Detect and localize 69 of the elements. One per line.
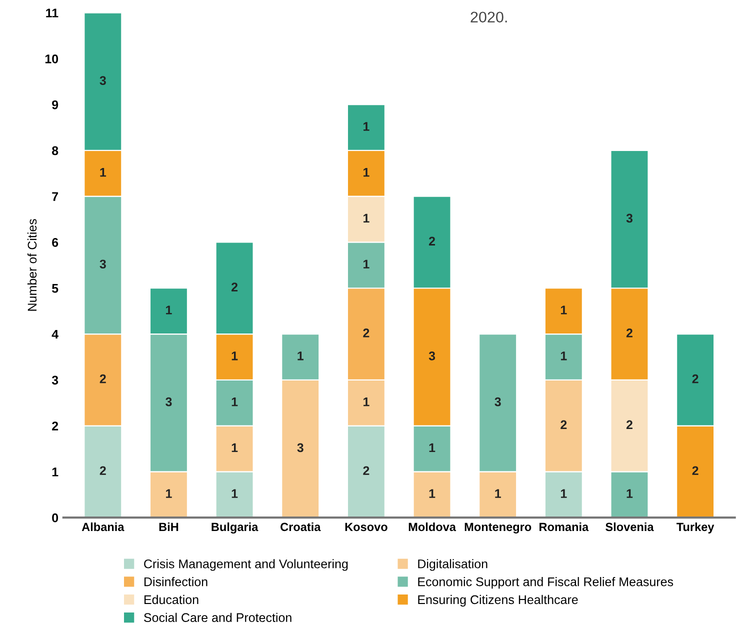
data-label: 1 xyxy=(560,352,567,360)
data-label: 1 xyxy=(166,306,172,314)
legend-label: Economic Support and Fiscal Relief Measures xyxy=(418,577,674,589)
x-tick-label: Romania xyxy=(540,522,589,532)
data-label: 3 xyxy=(428,351,436,360)
data-label: 2 xyxy=(560,420,567,430)
data-label: 1 xyxy=(298,352,304,360)
y-tick-label: 6 xyxy=(52,238,58,247)
data-label: 1 xyxy=(429,443,436,452)
x-tick-label: Slovenia xyxy=(606,522,654,532)
data-label: 1 xyxy=(560,306,567,314)
data-label: 1 xyxy=(364,168,370,177)
data-label: 3 xyxy=(494,397,501,406)
data-label: 1 xyxy=(364,260,370,268)
data-label: 1 xyxy=(100,168,106,177)
data-label: 1 xyxy=(232,397,238,406)
data-label: 2 xyxy=(428,236,435,246)
data-label: 2 xyxy=(692,374,698,384)
legend-label: Education xyxy=(144,594,198,604)
y-tick-label: 10 xyxy=(45,54,58,64)
data-label: 2 xyxy=(100,374,106,384)
y-tick-label: 9 xyxy=(52,100,58,110)
data-label: 2 xyxy=(363,466,370,475)
legend-label: Disinfection xyxy=(144,577,208,586)
data-label: 1 xyxy=(232,489,238,498)
data-label: 1 xyxy=(626,489,633,498)
data-label: 1 xyxy=(364,122,370,131)
x-tick-label: Kosovo xyxy=(345,522,388,532)
x-tick-label: Croatia xyxy=(280,522,321,532)
y-tick-label: 5 xyxy=(52,284,58,293)
y-tick-label: 4 xyxy=(52,330,58,339)
data-label: 1 xyxy=(364,397,370,406)
data-label: 1 xyxy=(495,489,501,498)
data-label: 2 xyxy=(363,328,370,338)
y-tick-label: 8 xyxy=(52,146,58,156)
x-tick-label: Turkey xyxy=(676,522,714,534)
y-axis-title: Number of Cities xyxy=(27,219,37,311)
data-label: 2 xyxy=(626,420,632,430)
y-tick-label: 1 xyxy=(52,468,58,476)
y-tick-label: 7 xyxy=(52,192,58,201)
data-label: 1 xyxy=(166,489,172,498)
data-label: 3 xyxy=(297,443,304,452)
data-label: 2 xyxy=(232,282,238,292)
data-label: 2 xyxy=(100,466,106,475)
y-tick-label: 0 xyxy=(52,513,58,522)
x-tick-label: Moldova xyxy=(408,522,456,532)
data-label: 3 xyxy=(100,260,106,269)
data-label: 2 xyxy=(626,328,632,338)
y-tick-label: 2 xyxy=(52,422,58,430)
data-label: 1 xyxy=(232,443,238,452)
x-tick-label: Bulgaria xyxy=(212,522,258,534)
legend-label: Ensuring Citizens Healthcare xyxy=(418,594,578,607)
annotation: 2020. xyxy=(470,12,507,23)
data-label: 1 xyxy=(232,352,238,360)
legend-label: Social Care and Protection xyxy=(144,612,292,622)
x-tick-label: BiH xyxy=(159,522,178,532)
data-label: 1 xyxy=(429,489,436,498)
legend-label: Crisis Management and Volunteering xyxy=(144,559,348,571)
data-label: 3 xyxy=(626,214,633,223)
data-label: 3 xyxy=(100,76,106,85)
y-tick-label: 3 xyxy=(52,376,58,385)
y-tick-label: 11 xyxy=(46,8,58,18)
legend-label: Digitalisation xyxy=(418,559,488,571)
data-label: 1 xyxy=(364,214,370,223)
data-label: 1 xyxy=(560,489,567,498)
x-tick-label: Montenegro xyxy=(464,522,532,534)
data-label: 2 xyxy=(692,466,698,475)
data-label: 3 xyxy=(166,397,172,406)
x-tick-label: Albania xyxy=(82,522,124,532)
